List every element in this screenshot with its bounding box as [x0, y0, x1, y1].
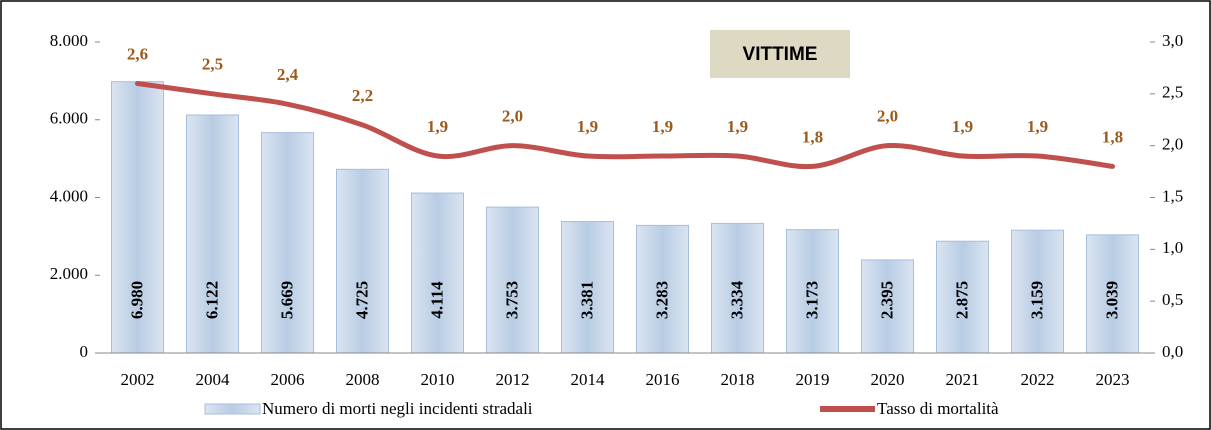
bar — [336, 168, 389, 354]
x-tick-label: 2016 — [646, 370, 680, 389]
bar-value-label: 3.173 — [802, 281, 821, 319]
x-tick-label: 2004 — [196, 370, 231, 389]
legend-swatch — [204, 403, 261, 415]
x-tick-label: 2012 — [496, 370, 530, 389]
line-value-label: 1,9 — [577, 117, 598, 136]
line-value-label: 1,8 — [1102, 127, 1123, 146]
line-value-label: 1,9 — [427, 117, 448, 136]
bar — [411, 192, 464, 354]
y-tick-label: 2.000 — [50, 264, 88, 283]
bar-value-label: 6.122 — [202, 281, 221, 319]
y2-tick-label: 2,5 — [1162, 83, 1183, 102]
legend-label: Numero di morti negli incidenti stradali — [262, 399, 533, 418]
line-value-label: 1,9 — [727, 117, 748, 136]
x-tick-label: 2019 — [796, 370, 830, 389]
y2-tick-label: 0,0 — [1162, 342, 1183, 361]
y-tick-label: 6.000 — [50, 109, 88, 128]
bar-value-label: 3.334 — [727, 280, 746, 319]
x-tick-label: 2006 — [271, 370, 305, 389]
bar — [111, 81, 164, 354]
bar — [186, 114, 239, 354]
bar — [261, 132, 314, 354]
x-tick-label: 2021 — [946, 370, 980, 389]
x-tick-label: 2023 — [1096, 370, 1130, 389]
bar-value-label: 3.381 — [577, 281, 596, 319]
bar — [936, 240, 989, 354]
x-tick-label: 2014 — [571, 370, 606, 389]
line-value-label: 2,4 — [277, 65, 299, 84]
y2-tick-label: 0,5 — [1162, 290, 1183, 309]
bar-value-label: 5.669 — [277, 281, 296, 319]
bar-value-label: 6.980 — [127, 281, 146, 319]
bar-value-label: 3.753 — [502, 281, 521, 319]
bar — [1086, 234, 1139, 354]
x-tick-label: 2010 — [421, 370, 455, 389]
bar-value-label: 3.039 — [1102, 281, 1121, 319]
bar — [786, 229, 839, 354]
line-value-label: 2,6 — [127, 44, 148, 63]
bar-value-label: 4.114 — [427, 281, 446, 319]
bar — [861, 259, 914, 354]
bar — [486, 206, 539, 354]
y2-tick-label: 1,5 — [1162, 186, 1183, 205]
bar-value-label: 2.875 — [952, 281, 971, 319]
y-tick-label: 8.000 — [50, 31, 88, 50]
annotation-box — [710, 30, 850, 78]
line-value-label: 2,2 — [352, 86, 373, 105]
bar — [1011, 229, 1064, 354]
line-value-label: 1,9 — [652, 117, 673, 136]
bar-value-label: 3.159 — [1027, 281, 1046, 319]
bar — [561, 221, 614, 354]
y-tick-label: 4.000 — [50, 186, 88, 205]
legend-label: Tasso di mortalità — [877, 399, 999, 418]
y2-tick-label: 3,0 — [1162, 31, 1183, 50]
line-value-label: 2,0 — [877, 107, 898, 126]
line-value-label: 1,8 — [802, 127, 823, 146]
y-tick-label: 0 — [80, 342, 89, 361]
line-value-label: 1,9 — [952, 117, 973, 136]
x-tick-label: 2008 — [346, 370, 380, 389]
x-tick-label: 2002 — [121, 370, 155, 389]
line-value-label: 2,5 — [202, 55, 223, 74]
line-value-label: 1,9 — [1027, 117, 1048, 136]
bar-value-label: 4.725 — [352, 281, 371, 319]
bar-value-label: 3.283 — [652, 281, 671, 319]
x-tick-label: 2022 — [1021, 370, 1055, 389]
x-tick-label: 2020 — [871, 370, 905, 389]
y2-tick-label: 1,0 — [1162, 238, 1183, 257]
line — [135, 80, 1115, 170]
y2-tick-label: 2,0 — [1162, 135, 1183, 154]
x-tick-label: 2018 — [721, 370, 755, 389]
line-value-label: 2,0 — [502, 107, 523, 126]
annotation: VITTIME — [743, 44, 818, 65]
bar-value-label: 2.395 — [877, 281, 896, 319]
